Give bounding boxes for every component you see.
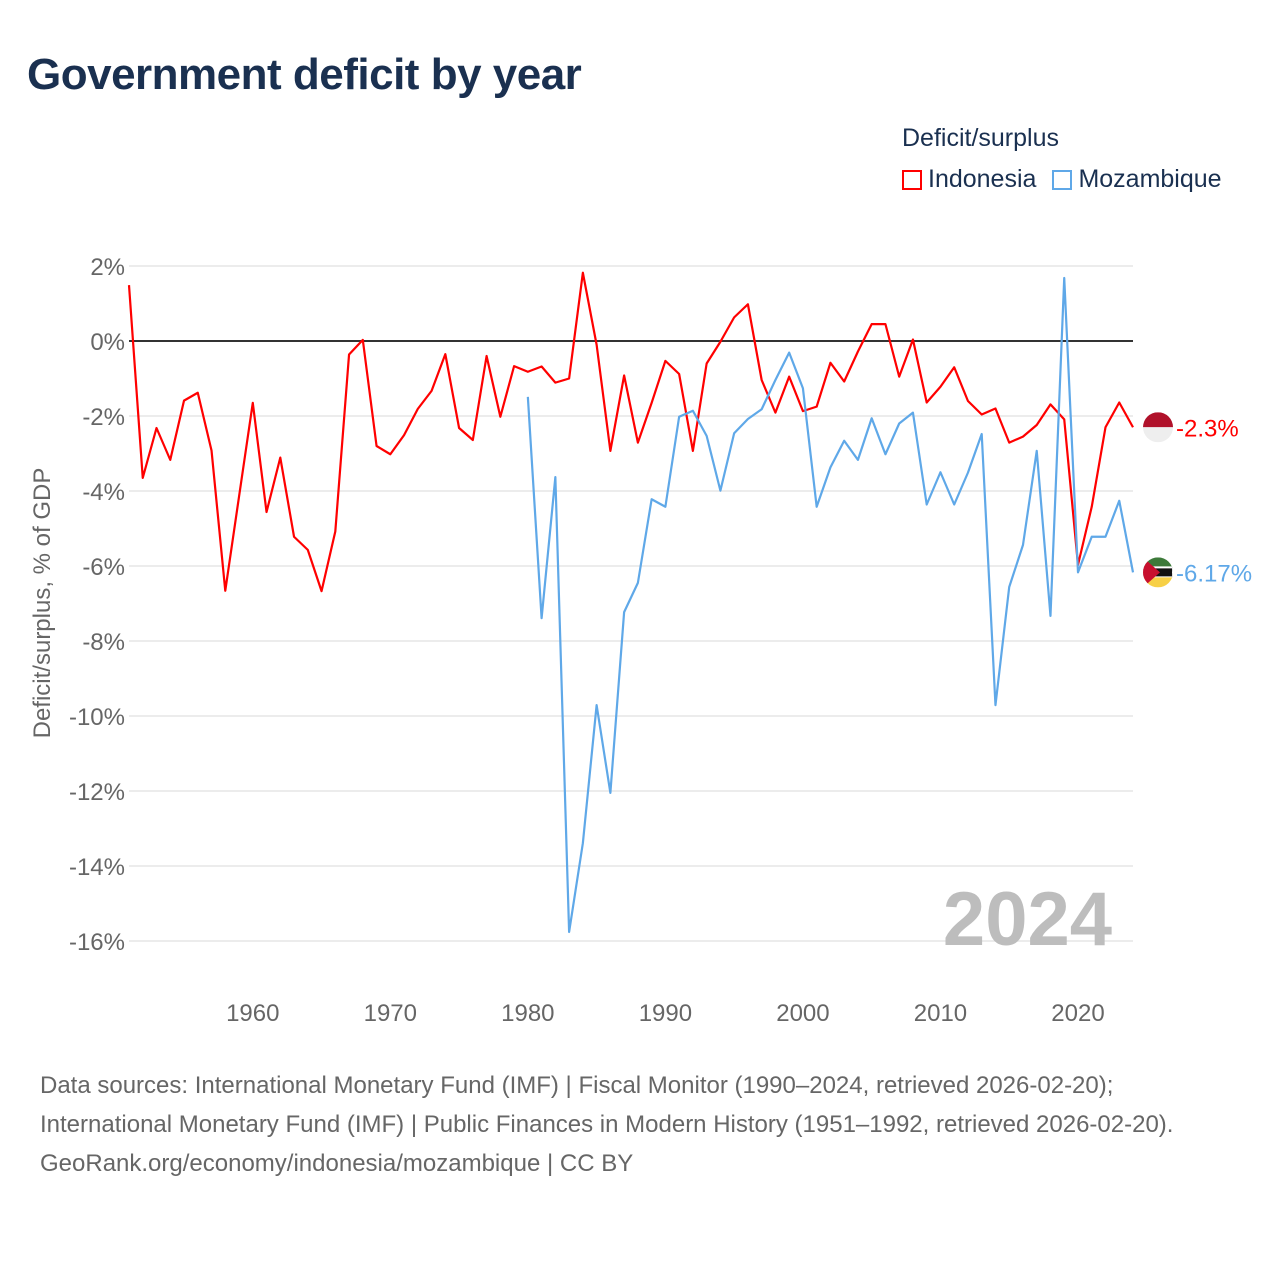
legend-swatch xyxy=(1052,169,1073,190)
y-tick-label: 0% xyxy=(90,329,125,356)
legend-item-indonesia[interactable]: Indonesia xyxy=(902,165,1036,194)
y-tick-label: -4% xyxy=(82,479,125,506)
series-line-mozambique xyxy=(526,276,1135,934)
legend-title: Deficit/surplus xyxy=(902,124,1059,152)
x-tick-label: 1960 xyxy=(226,1000,279,1027)
end-value-label: -6.17% xyxy=(1176,560,1252,587)
x-tick-label: 1980 xyxy=(501,1000,554,1027)
y-tick-label: 2% xyxy=(90,254,125,281)
y-tick-label: -2% xyxy=(82,404,125,431)
y-axis-label: Deficit/surplus, % of GDP xyxy=(29,468,56,739)
legend-label: Indonesia xyxy=(928,165,1037,193)
y-tick-label: -6% xyxy=(82,554,125,581)
line-chart: 2% 0% -2% -4% -6% -8% -10% -12% -14% -16% 1960 1970… xyxy=(29,254,1252,1027)
x-tick-label: 2020 xyxy=(1051,1000,1104,1027)
x-tick-label: 2010 xyxy=(914,1000,967,1027)
source-text: Data sources: International Monetary Fun… xyxy=(40,1072,1174,1138)
y-tick-label: -16% xyxy=(69,929,125,956)
legend-label: Mozambique xyxy=(1078,165,1222,193)
x-tick-label: 2000 xyxy=(776,1000,829,1027)
x-tick-label: 1990 xyxy=(639,1000,692,1027)
legend-swatch xyxy=(902,169,922,190)
y-tick-label: -12% xyxy=(69,779,125,806)
end-value-label: -2.3% xyxy=(1176,415,1239,442)
legend-item-mozambique[interactable]: Mozambique xyxy=(1052,165,1222,194)
series-line-indonesia xyxy=(127,271,1134,593)
page-title: Government deficit by year xyxy=(27,50,582,99)
mozambique-flag-icon xyxy=(1143,557,1173,588)
y-tick-label: -14% xyxy=(69,854,125,881)
indonesia-flag-icon xyxy=(1143,412,1173,443)
sources: Data sources: International Monetary Fun… xyxy=(40,1066,1240,1183)
y-tick-label: -8% xyxy=(82,629,125,656)
x-tick-label: 1970 xyxy=(364,1000,417,1027)
y-tick-label: -10% xyxy=(69,704,125,731)
year-label: 2024 xyxy=(943,877,1112,962)
legend: Deficit/surplus Indonesia Mozambique xyxy=(902,124,1222,194)
source-link[interactable]: GeoRank.org/economy/indonesia/mozambique… xyxy=(40,1150,634,1177)
